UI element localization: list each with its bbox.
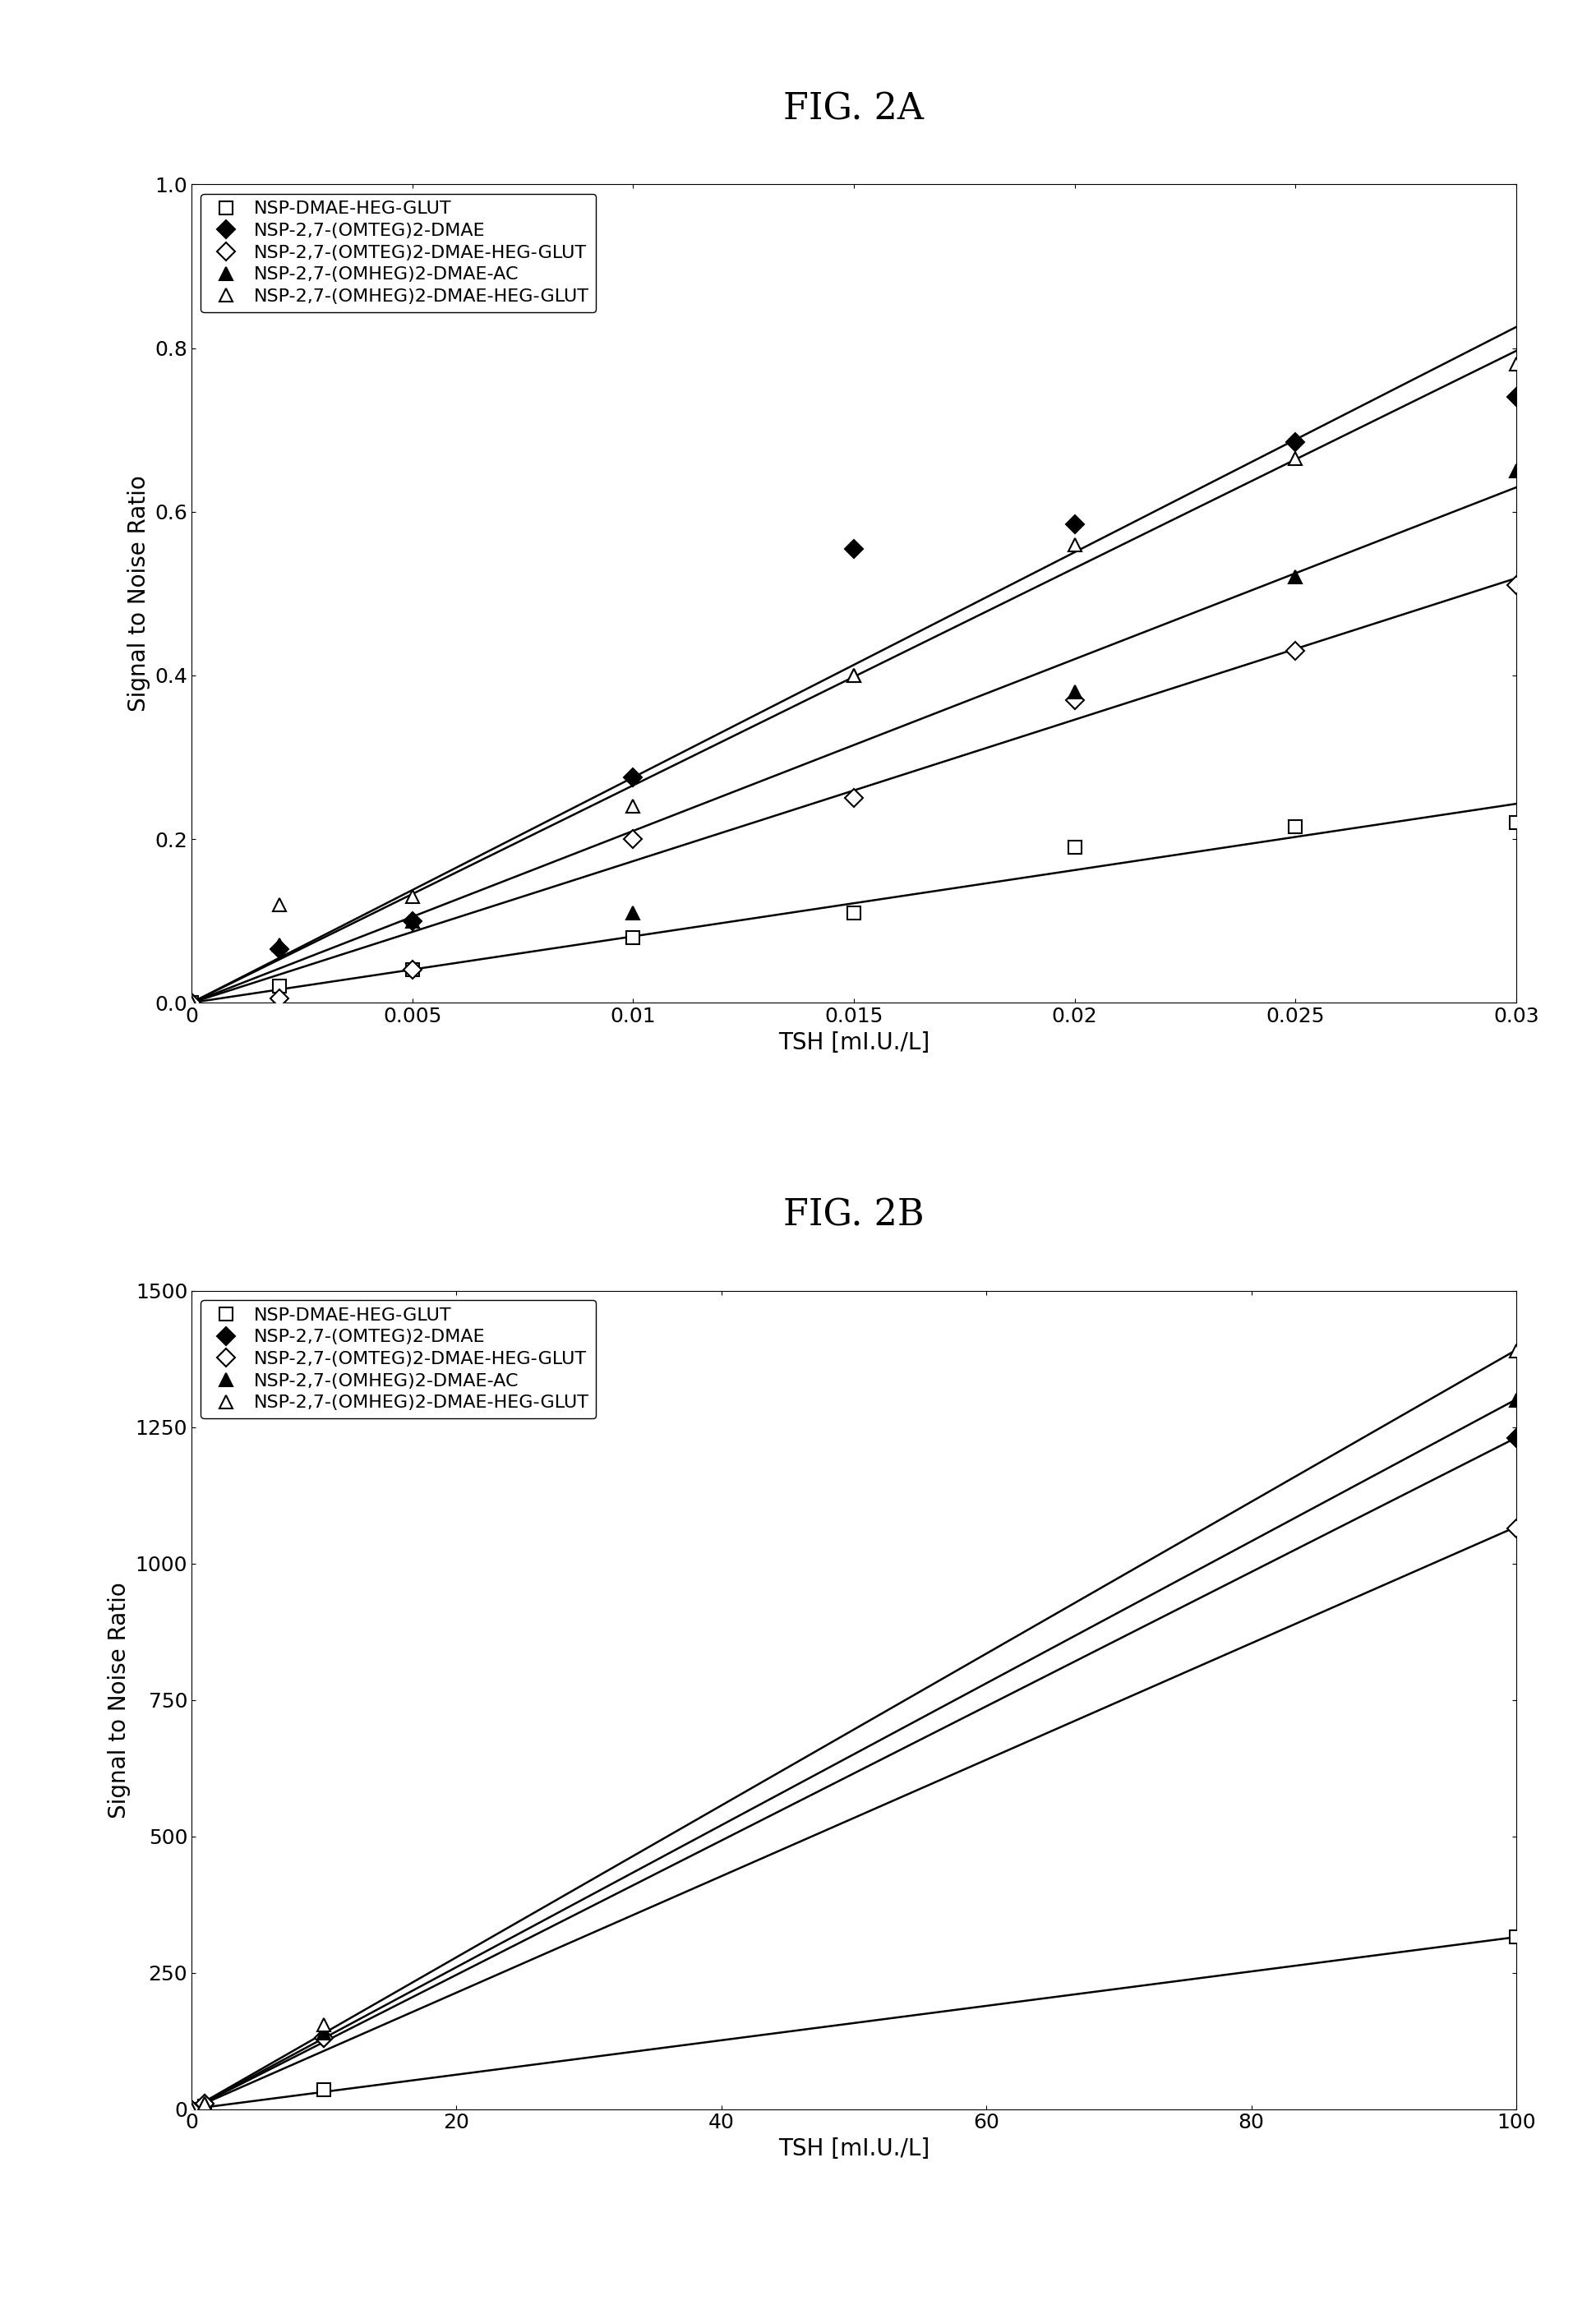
X-axis label: TSH [mI.U./L]: TSH [mI.U./L] xyxy=(779,1030,929,1053)
Y-axis label: Signal to Noise Ratio: Signal to Noise Ratio xyxy=(128,475,150,712)
Text: FIG. 2B: FIG. 2B xyxy=(784,1199,924,1233)
Text: FIG. 2A: FIG. 2A xyxy=(784,92,924,127)
Y-axis label: Signal to Noise Ratio: Signal to Noise Ratio xyxy=(109,1581,131,1819)
Legend: NSP-DMAE-HEG-GLUT, NSP-2,7-(OMTEG)2-DMAE, NSP-2,7-(OMTEG)2-DMAE-HEG-GLUT, NSP-2,: NSP-DMAE-HEG-GLUT, NSP-2,7-(OMTEG)2-DMAE… xyxy=(201,194,597,311)
X-axis label: TSH [mI.U./L]: TSH [mI.U./L] xyxy=(779,2137,929,2160)
Legend: NSP-DMAE-HEG-GLUT, NSP-2,7-(OMTEG)2-DMAE, NSP-2,7-(OMTEG)2-DMAE-HEG-GLUT, NSP-2,: NSP-DMAE-HEG-GLUT, NSP-2,7-(OMTEG)2-DMAE… xyxy=(201,1300,597,1418)
